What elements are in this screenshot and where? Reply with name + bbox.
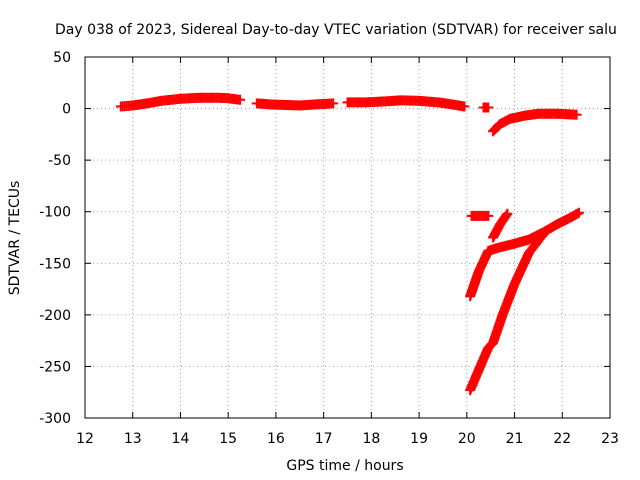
data-marks: [115, 92, 584, 396]
data-point: [459, 101, 470, 112]
chart-title: Day 038 of 2023, Sidereal Day-to-day VTE…: [55, 22, 617, 38]
data-point: [573, 207, 584, 218]
data-point: [502, 208, 513, 219]
plot-frame: [84, 56, 611, 419]
data-point: [483, 102, 494, 113]
y-tick-label: -300: [39, 411, 71, 427]
y-tick-label: -50: [48, 153, 71, 169]
x-tick-label: 12: [76, 431, 94, 447]
x-tick-label: 23: [601, 431, 619, 447]
data-point: [328, 98, 339, 109]
x-axis-title: GPS time / hours: [286, 458, 403, 474]
x-tick-label: 15: [219, 431, 237, 447]
x-tick-label: 16: [267, 431, 285, 447]
y-tick-label: -100: [39, 205, 71, 221]
data-point: [571, 109, 582, 120]
y-axis-ticks: 50 0 -50 -100 -150 -200 -250 -300: [39, 50, 610, 427]
x-tick-label: 14: [172, 431, 190, 447]
x-tick-label: 21: [506, 431, 524, 447]
y-tick-label: 0: [62, 102, 71, 118]
data-point: [501, 210, 512, 221]
data-point: [483, 210, 494, 221]
y-tick-label: -200: [39, 308, 71, 324]
data-point: [536, 230, 547, 241]
y-tick-label: 50: [53, 50, 71, 66]
x-tick-label: 13: [124, 431, 142, 447]
data-point: [235, 94, 246, 105]
y-tick-label: -150: [39, 256, 71, 272]
y-axis-title: SDTVAR / TECUs: [7, 181, 23, 296]
x-tick-label: 19: [410, 431, 428, 447]
data-point: [538, 229, 549, 240]
x-tick-label: 18: [362, 431, 380, 447]
x-tick-label: 20: [458, 431, 476, 447]
x-axis-ticks: 12 13 14 15 16 17 18 19 20 21 22 23: [76, 57, 619, 447]
x-tick-label: 17: [315, 431, 333, 447]
plot-border: [84, 56, 611, 419]
y-tick-label: -250: [39, 359, 71, 375]
grid-lines: [85, 57, 610, 418]
x-tick-label: 22: [553, 431, 571, 447]
